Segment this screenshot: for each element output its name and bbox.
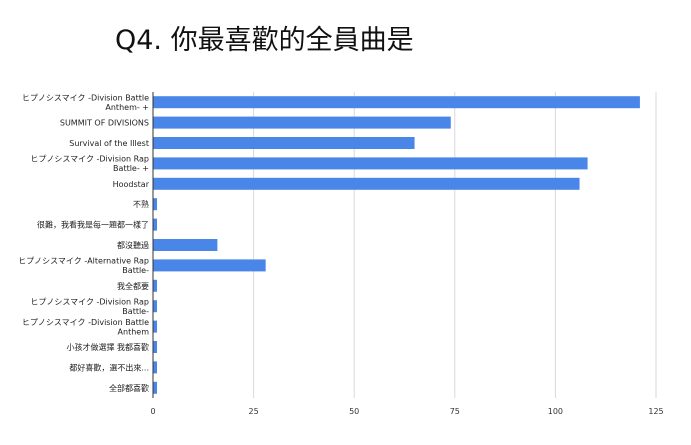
bar [153, 300, 158, 313]
category-label: Battle- [122, 266, 149, 275]
category-label: 很難，我看我是每一題都一樣了 [37, 220, 149, 230]
category-label: Battle- + [113, 164, 149, 173]
category-label: ヒプノシスマイク -Division Rap [30, 155, 149, 164]
bar [153, 198, 158, 211]
category-label: Survival of the Illest [69, 139, 149, 148]
category-label: 都沒聽過 [117, 240, 149, 250]
x-tick-label: 125 [648, 407, 663, 416]
category-label: SUMMIT OF DIVISIONS [60, 119, 149, 128]
bar [153, 341, 158, 353]
x-tick-label: 25 [249, 407, 259, 416]
bar [153, 279, 158, 292]
category-label: ヒプノシスマイク -Division Battle [22, 93, 149, 102]
chart-title: Q4. 你最喜歡的全員曲是 [115, 25, 414, 56]
category-label: ヒプノシスマイク -Division Rap [30, 297, 149, 306]
bar [153, 137, 415, 149]
bar [153, 361, 158, 374]
category-label: 我全都要 [117, 281, 149, 291]
category-label: 不熟 [133, 199, 149, 209]
x-tick-label: 0 [150, 407, 155, 416]
bar [153, 381, 158, 394]
bar [153, 239, 218, 251]
category-label: Hoodstar [113, 180, 150, 189]
category-label: Anthem- + [105, 103, 149, 112]
bar [153, 320, 158, 333]
category-label: Battle- [122, 307, 149, 316]
category-label: 全部都喜歡 [109, 383, 149, 393]
category-label: 都好喜歡，選不出來... [69, 362, 149, 372]
bar [153, 157, 588, 170]
x-tick-label: 50 [349, 407, 359, 416]
bar [153, 116, 451, 129]
category-label: 小孩才做選擇 我都喜歡 [66, 342, 149, 352]
x-axis-ticks: 0 25 50 75 100 125 [150, 407, 663, 416]
x-tick-label: 75 [450, 407, 460, 416]
x-tick-label: 100 [548, 407, 563, 416]
bar [153, 96, 640, 109]
bar [153, 218, 158, 231]
category-label: ヒプノシスマイク -Alternative Rap [18, 257, 149, 266]
bar [153, 177, 580, 190]
category-label: ヒプノシスマイク -Division Battle [22, 318, 149, 327]
category-label: Anthem [118, 327, 150, 336]
bars [153, 96, 640, 394]
bar [153, 259, 266, 272]
